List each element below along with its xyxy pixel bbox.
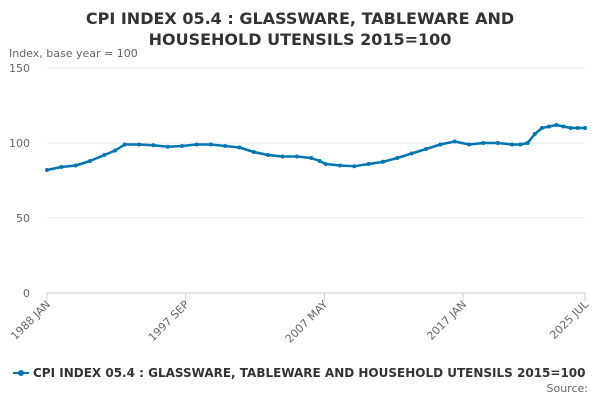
series-group xyxy=(45,123,587,172)
data-point[interactable] xyxy=(452,139,457,144)
x-tick-label: 2007 MAY xyxy=(283,298,331,346)
data-point[interactable] xyxy=(467,142,472,147)
data-point[interactable] xyxy=(380,159,385,164)
data-point[interactable] xyxy=(73,163,78,168)
data-point[interactable] xyxy=(568,126,573,130)
y-axis-ticks: 0 50 100 150 xyxy=(9,62,30,300)
data-point[interactable] xyxy=(294,154,299,159)
data-point[interactable] xyxy=(280,154,285,159)
legend-label: CPI INDEX 05.4 : GLASSWARE, TABLEWARE AN… xyxy=(33,366,586,380)
series-line[interactable] xyxy=(46,123,585,172)
y-tick-label: 50 xyxy=(16,212,30,225)
legend-dot-marker xyxy=(18,370,24,376)
data-point[interactable] xyxy=(113,148,118,153)
data-point[interactable] xyxy=(45,168,49,172)
x-tick-label: 1988 JAN xyxy=(8,298,53,343)
data-point[interactable] xyxy=(547,124,552,129)
data-point[interactable] xyxy=(251,150,256,154)
data-point[interactable] xyxy=(395,156,400,160)
data-point[interactable] xyxy=(481,141,486,145)
data-point[interactable] xyxy=(532,132,537,136)
y-tick-label: 100 xyxy=(9,137,30,150)
legend[interactable]: CPI INDEX 05.4 : GLASSWARE, TABLEWARE AN… xyxy=(13,366,586,380)
data-point[interactable] xyxy=(438,142,443,147)
data-point[interactable] xyxy=(102,153,107,157)
data-point[interactable] xyxy=(323,162,328,166)
x-tick-label: 2025 JUL xyxy=(547,297,591,341)
y-tick-label: 0 xyxy=(23,287,30,300)
data-point[interactable] xyxy=(352,164,357,169)
data-point[interactable] xyxy=(180,144,185,148)
data-point[interactable] xyxy=(423,147,428,151)
data-point[interactable] xyxy=(59,165,64,169)
data-point[interactable] xyxy=(88,159,93,163)
data-point[interactable] xyxy=(495,141,500,145)
data-point[interactable] xyxy=(366,162,371,166)
data-point[interactable] xyxy=(409,151,414,156)
data-point[interactable] xyxy=(317,159,322,163)
chart-title-line-2: HOUSEHOLD UTENSILS 2015=100 xyxy=(149,30,452,49)
x-tick-label: 2017 JAN xyxy=(424,298,469,343)
y-axis-unit-label: Index, base year = 100 xyxy=(9,47,138,60)
data-point[interactable] xyxy=(208,142,213,147)
data-point[interactable] xyxy=(575,126,580,130)
data-point[interactable] xyxy=(137,142,142,147)
data-point[interactable] xyxy=(151,143,156,148)
x-tick-label: 1997 SEP xyxy=(146,298,192,344)
data-point[interactable] xyxy=(223,144,228,148)
data-point[interactable] xyxy=(165,144,170,149)
chart-title-line-1: CPI INDEX 05.4 : GLASSWARE, TABLEWARE AN… xyxy=(86,9,514,28)
data-point[interactable] xyxy=(510,142,515,147)
data-point[interactable] xyxy=(194,142,199,147)
data-point[interactable] xyxy=(237,145,242,150)
data-point[interactable] xyxy=(525,141,530,145)
data-point[interactable] xyxy=(337,163,342,168)
data-point[interactable] xyxy=(561,124,566,129)
x-axis-ticks: 1988 JAN 1997 SEP 2007 MAY 2017 JAN 2025 JUL xyxy=(8,293,592,346)
data-point[interactable] xyxy=(122,142,127,147)
data-point[interactable] xyxy=(309,156,314,160)
y-tick-label: 150 xyxy=(9,62,30,75)
data-point[interactable] xyxy=(518,142,523,147)
data-point[interactable] xyxy=(554,123,559,127)
data-point[interactable] xyxy=(539,126,544,130)
data-point[interactable] xyxy=(583,126,587,130)
source-label: Source: xyxy=(547,382,589,395)
data-point[interactable] xyxy=(266,153,271,157)
